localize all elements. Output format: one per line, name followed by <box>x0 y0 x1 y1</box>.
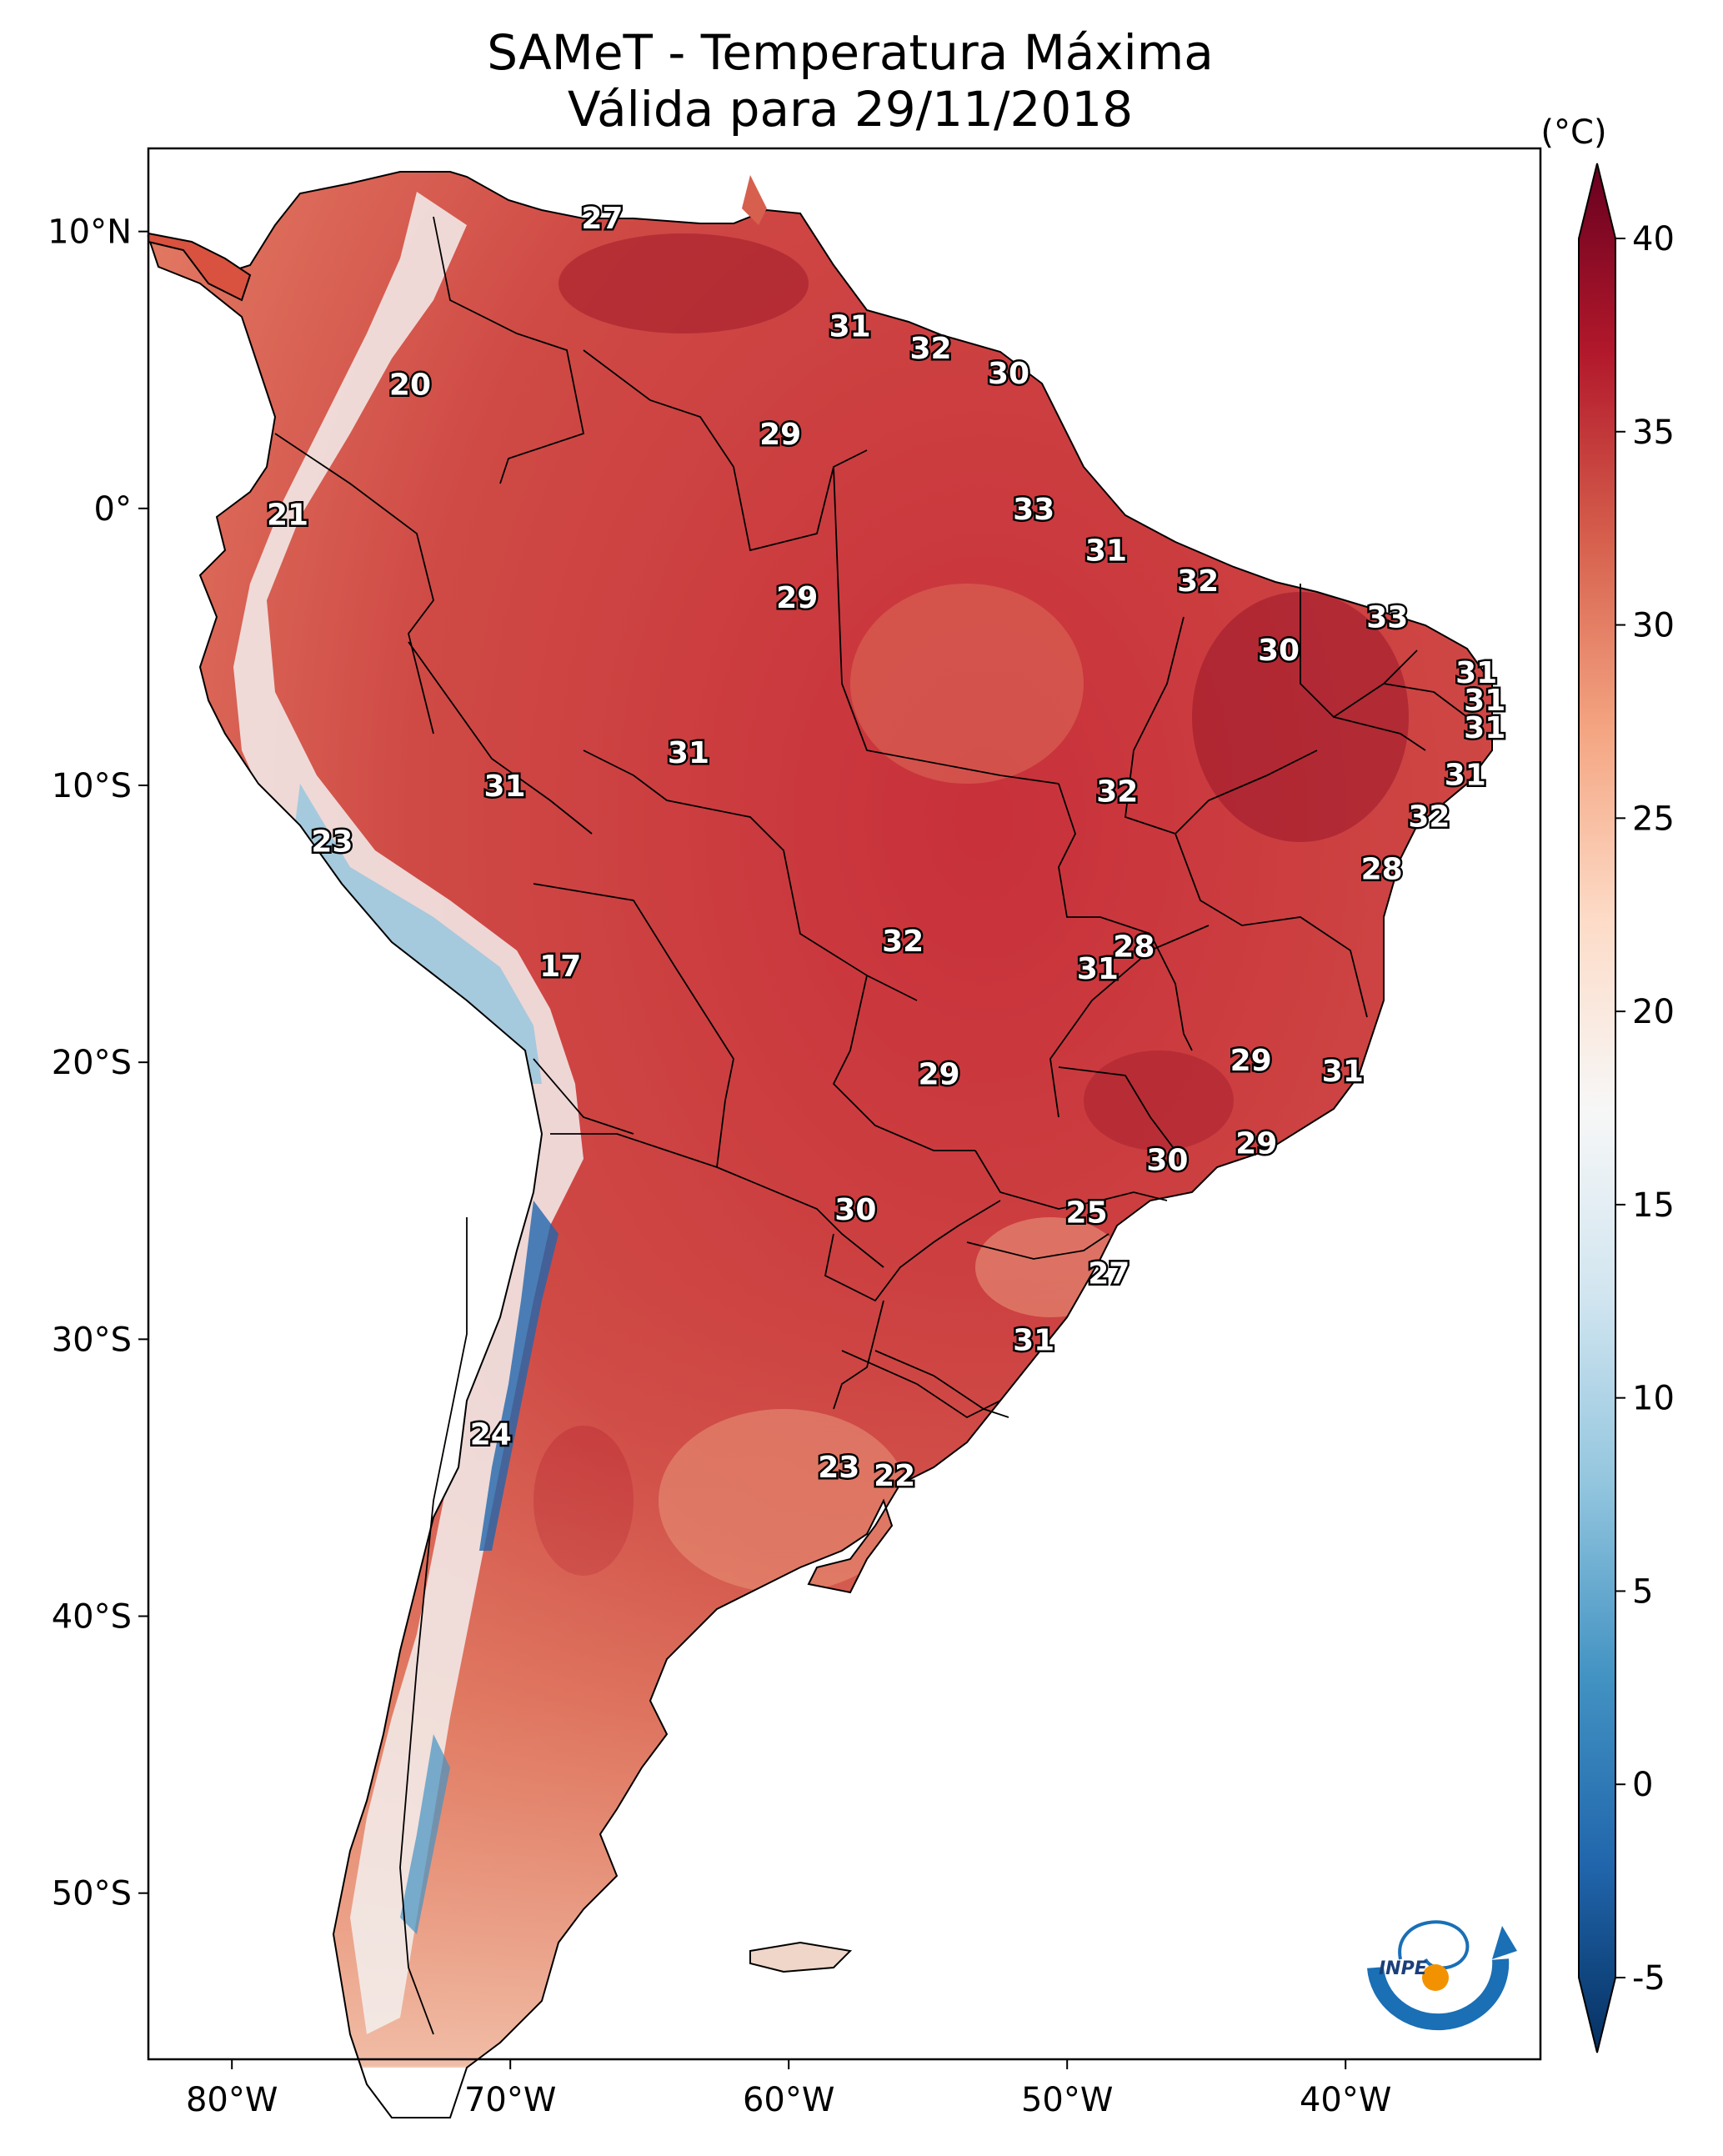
colorbar: 40 35 30 25 20 15 10 5 0 -5 (°C) <box>1540 113 1675 2053</box>
station-value-label: 28 <box>1113 930 1155 965</box>
colorbar-bar <box>1578 163 1616 2053</box>
axis-ticks: 80°W 70°W 60°W 50°W 40°W 10°N 0° 10°S 20°S 30°S 40… <box>48 213 1391 2119</box>
station-value-label: 31 <box>1013 1323 1054 1357</box>
colorbar-tick-label: 15 <box>1632 1186 1675 1225</box>
colorbar-tick-label: 25 <box>1632 800 1675 838</box>
station-value-label: 29 <box>919 1057 960 1091</box>
colorbar-tick-label: 35 <box>1632 414 1675 452</box>
station-value-label: 29 <box>776 581 818 615</box>
lon-tick-label: 70°W <box>464 2081 556 2119</box>
country-borders <box>274 216 1468 2035</box>
colorbar-unit: (°C) <box>1540 113 1606 152</box>
station-value-label: 33 <box>1366 600 1408 634</box>
station-value-label: 22 <box>874 1459 915 1493</box>
station-value-label: 31 <box>483 770 525 804</box>
colorbar-ticks: 40 35 30 25 20 15 10 5 0 -5 <box>1615 220 1675 1998</box>
colorbar-tick-label: 0 <box>1632 1766 1653 1804</box>
colorbar-tick-label: 40 <box>1632 220 1675 258</box>
station-value-label: 25 <box>1066 1196 1108 1231</box>
inpe-logo: INPE <box>1367 1920 1517 2031</box>
central-america <box>148 232 252 302</box>
colorbar-tick-label: 5 <box>1632 1572 1653 1611</box>
station-value-label: 29 <box>759 418 801 452</box>
lat-tick-label: 50°S <box>52 1875 132 1913</box>
station-value-label: 31 <box>1322 1055 1364 1089</box>
lat-tick-label: 20°S <box>52 1044 132 1082</box>
station-value-label: 31 <box>1085 534 1127 569</box>
caribbean-island <box>742 175 767 225</box>
lon-tick-label: 50°W <box>1021 2081 1113 2119</box>
station-value-label: 30 <box>834 1193 876 1227</box>
lon-tick-label: 80°W <box>186 2081 278 2119</box>
station-value-label: 32 <box>909 332 951 366</box>
station-value-label: 27 <box>1088 1257 1129 1291</box>
station-value-label: 23 <box>311 825 353 859</box>
station-value-label: 32 <box>882 925 924 959</box>
map-title: SAMeT - Temperatura Máxima <box>487 24 1214 81</box>
station-value-label: 31 <box>1445 759 1486 793</box>
station-value-label: 31 <box>1464 684 1505 718</box>
station-value-label: 17 <box>539 950 581 984</box>
lat-tick-label: 30°S <box>52 1321 132 1359</box>
lat-tick-label: 40°S <box>52 1598 132 1637</box>
logo-dot <box>1422 1964 1449 1991</box>
station-value-label: 30 <box>1146 1143 1188 1177</box>
station-value-label: 29 <box>1235 1127 1277 1161</box>
lat-tick-label: 10°N <box>48 213 132 252</box>
colorbar-tick-label: 30 <box>1632 607 1675 645</box>
map-subtitle: Válida para 29/11/2018 <box>567 81 1134 138</box>
station-value-label: 23 <box>818 1451 859 1485</box>
logo-text: INPE <box>1379 1958 1427 1979</box>
lat-tick-label: 0° <box>94 490 132 529</box>
station-value-label: 32 <box>1177 564 1219 599</box>
station-value-label: 31 <box>829 310 871 344</box>
colorbar-tick-label: 20 <box>1632 993 1675 1031</box>
station-value-label: 28 <box>1361 853 1403 887</box>
station-value-label: 30 <box>1258 634 1300 668</box>
station-value-label: 20 <box>389 368 431 402</box>
lon-tick-label: 60°W <box>743 2081 834 2119</box>
station-value-label: 31 <box>1455 656 1497 690</box>
station-value-label: 31 <box>1077 952 1119 986</box>
colorbar-tick-label: 10 <box>1632 1380 1675 1418</box>
lat-tick-label: 10°S <box>52 767 132 805</box>
station-value-label: 24 <box>470 1417 512 1452</box>
logo-arrow <box>1492 1926 1517 1959</box>
falkland-islands <box>749 1941 853 1973</box>
station-value-label: 27 <box>581 202 623 236</box>
station-value-label: 33 <box>1013 493 1054 527</box>
station-value-label: 21 <box>267 498 308 532</box>
station-value-label: 32 <box>1408 800 1450 835</box>
station-value-label: 30 <box>988 357 1029 391</box>
colorbar-tick-label: -5 <box>1632 1959 1665 1998</box>
lon-tick-label: 40°W <box>1300 2081 1391 2119</box>
coastline <box>147 171 1493 2118</box>
station-value-label: 31 <box>1464 711 1505 745</box>
station-value-label: 32 <box>1096 775 1138 810</box>
station-value-label: 31 <box>668 736 709 770</box>
logo-arc <box>1367 1958 1510 2031</box>
station-value-label: 29 <box>1230 1044 1272 1078</box>
map-frame <box>147 147 1542 2061</box>
